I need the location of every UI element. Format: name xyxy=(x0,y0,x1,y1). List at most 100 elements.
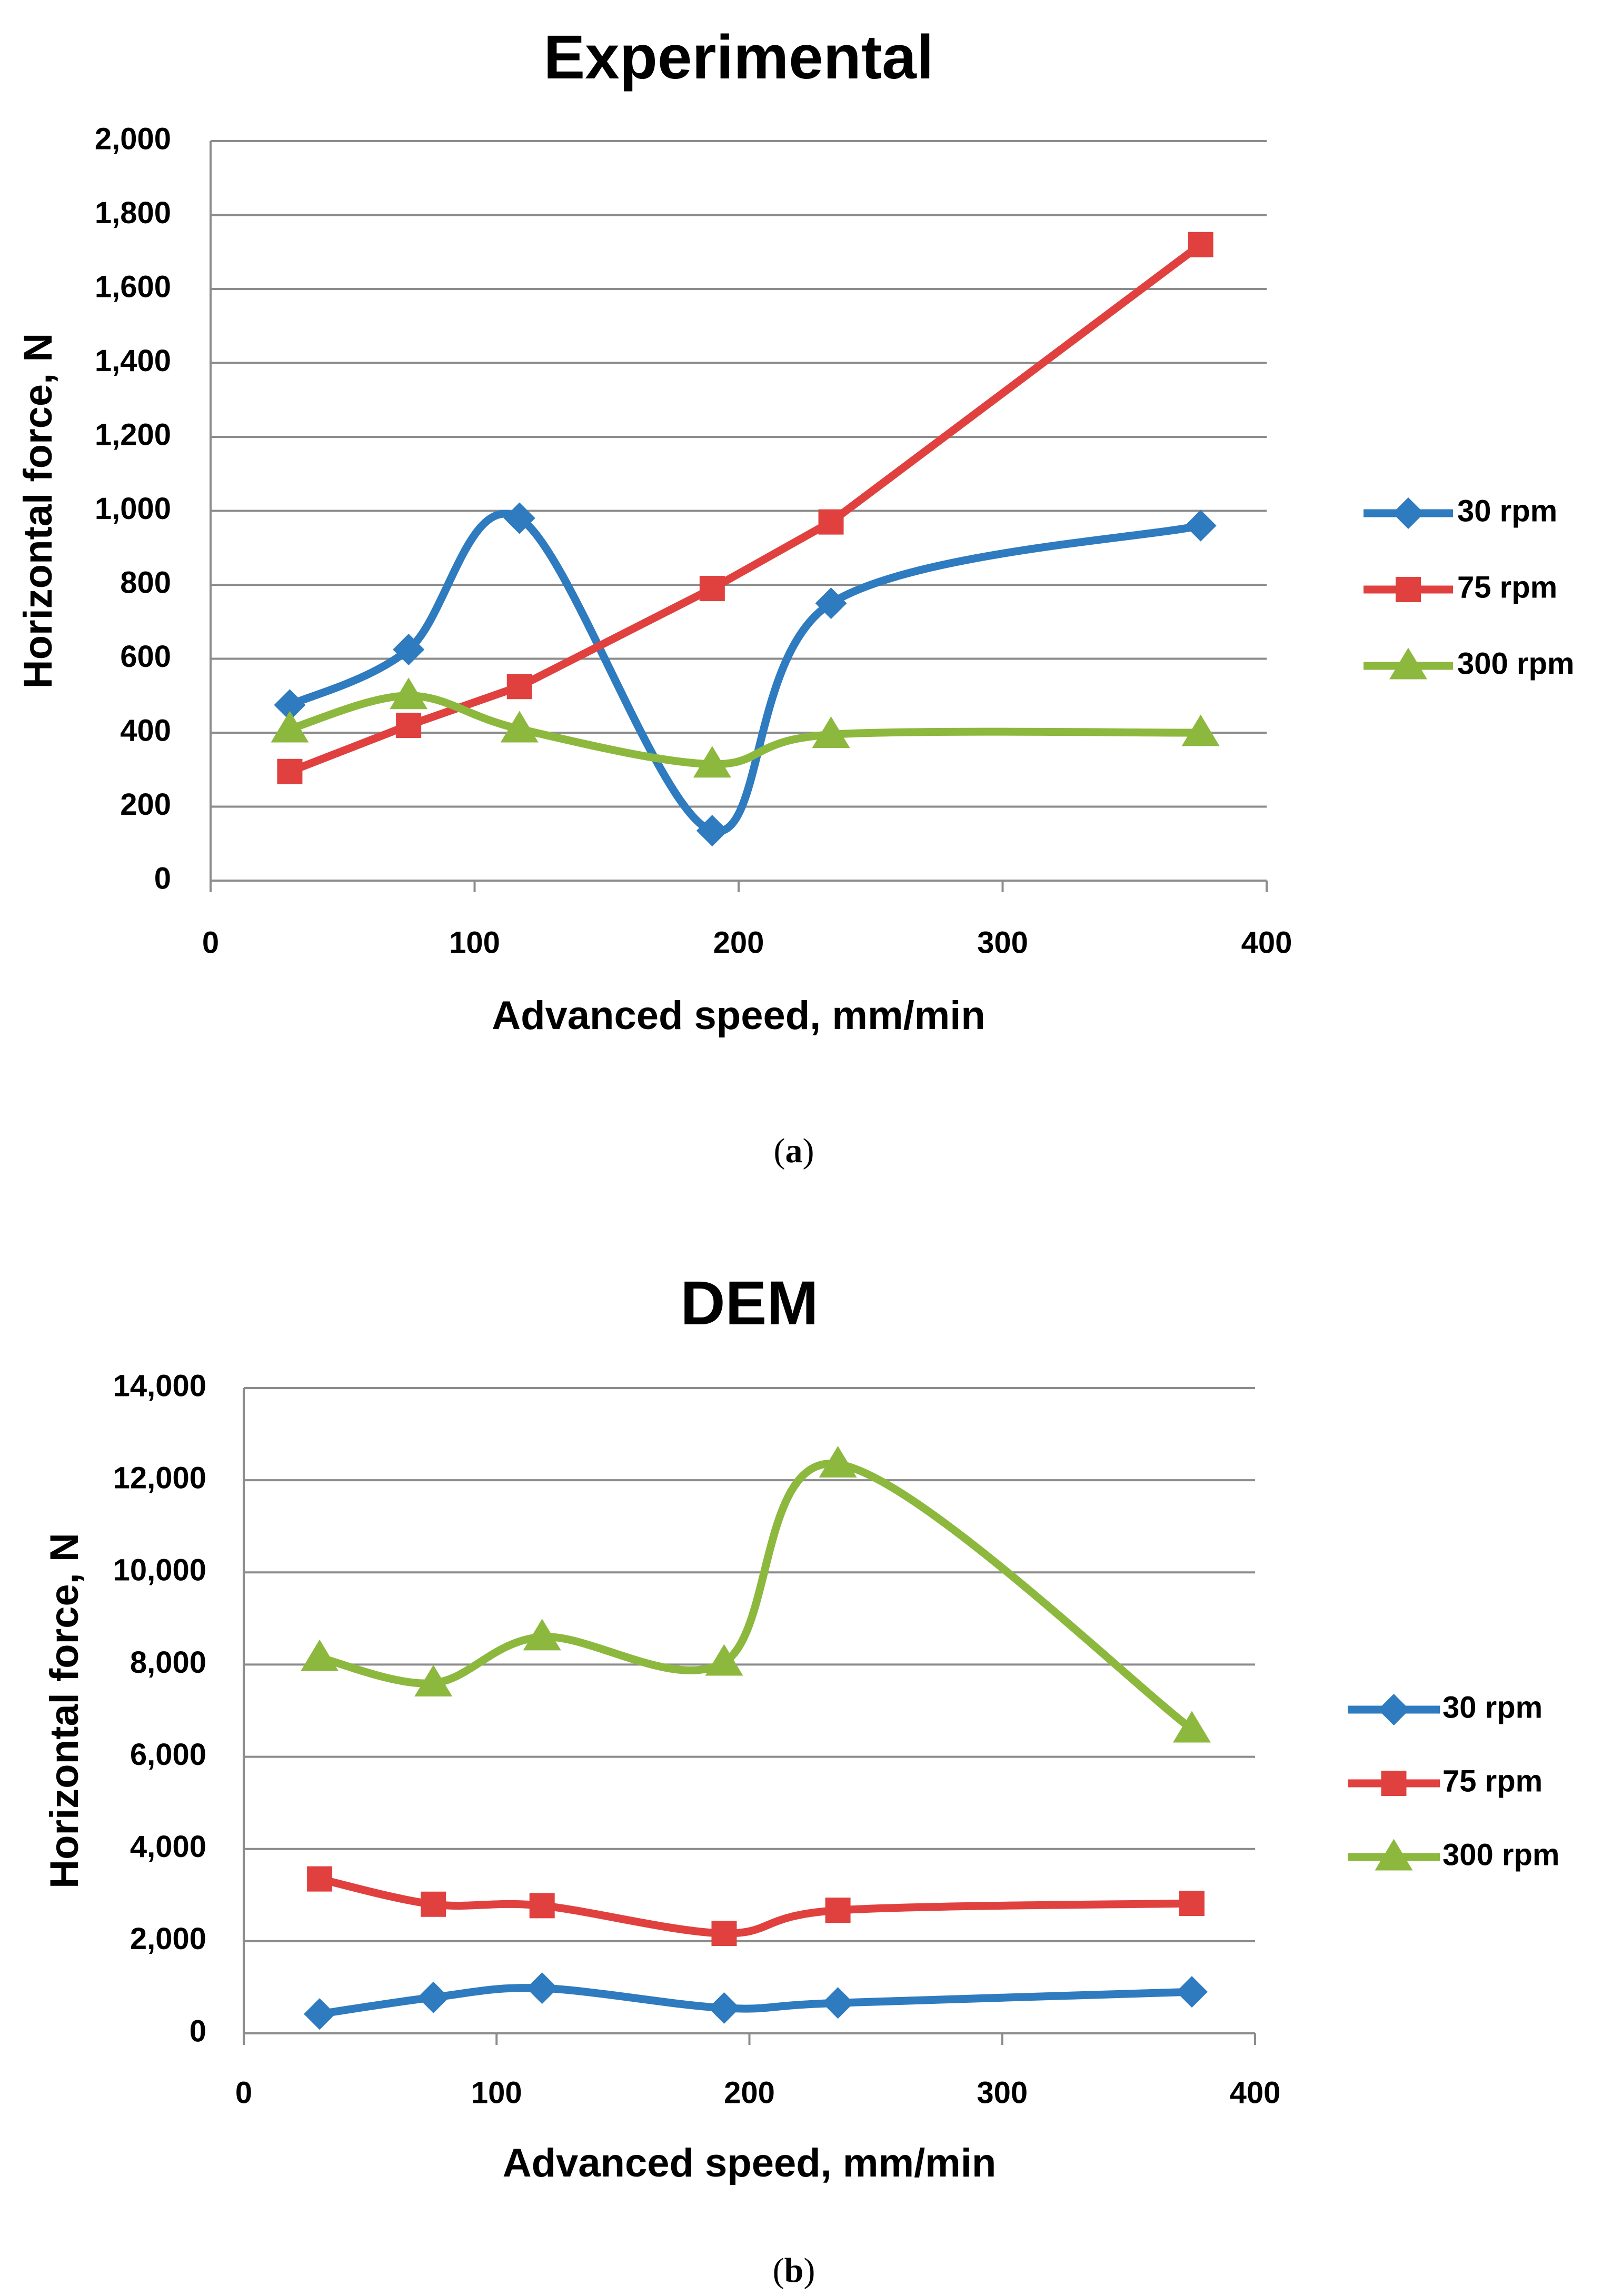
x-tick-label: 100 xyxy=(471,2075,522,2110)
caption-open: ( xyxy=(773,2251,784,2290)
y-tick-label: 14,000 xyxy=(113,1369,206,1403)
data-point-square xyxy=(711,1920,737,1946)
series-line xyxy=(285,692,1205,768)
caption-letter: a xyxy=(785,1132,803,1170)
series-line xyxy=(315,1875,1196,1938)
y-axis-label: Horizontal force, N xyxy=(42,1533,87,1889)
chart-experimental: Experimental 0 200 400 600 800 1,000 1,200 1,400… xyxy=(16,23,1574,1170)
x-axis-label: Advanced speed, mm/min xyxy=(492,993,986,1038)
series-line xyxy=(285,241,1205,776)
x-tick-label: 200 xyxy=(724,2075,775,2110)
series-300-rpm xyxy=(271,677,1220,778)
data-point-diamond xyxy=(526,1972,558,2004)
caption-letter: b xyxy=(784,2251,804,2290)
data-point-diamond xyxy=(696,815,728,847)
y-tick-label: 800 xyxy=(120,565,171,600)
data-point-diamond xyxy=(304,1998,336,2030)
y-tick-label: 1,800 xyxy=(95,196,171,230)
data-point-triangle xyxy=(523,1619,561,1651)
series-300-rpm xyxy=(301,1445,1211,1743)
chart-dem: DEM 0 2,000 4,000 6,000 8,000 10,000 12,000 14,0… xyxy=(42,1269,1559,2290)
legend-label: 300 rpm xyxy=(1457,646,1574,681)
series-line xyxy=(285,510,1205,836)
x-axis-label: Advanced speed, mm/min xyxy=(503,2141,997,2185)
data-point-diamond xyxy=(1176,1976,1208,2008)
x-tick-label: 200 xyxy=(713,925,764,960)
series-75-rpm xyxy=(277,232,1213,784)
x-tick-label: 400 xyxy=(1241,925,1292,960)
y-tick-label: 8,000 xyxy=(130,1645,206,1680)
y-tick-label: 1,200 xyxy=(95,417,171,452)
data-point-triangle xyxy=(414,1664,453,1696)
data-point-diamond xyxy=(1185,510,1217,542)
y-tick-label: 2,000 xyxy=(95,122,171,156)
y-tick-label: 1,400 xyxy=(95,344,171,378)
data-point-square xyxy=(307,1866,333,1892)
series-line xyxy=(315,1984,1196,2018)
series-line xyxy=(315,1460,1196,1733)
data-point-square xyxy=(1179,1891,1205,1916)
legend-label: 75 rpm xyxy=(1457,570,1557,604)
caption-close: ) xyxy=(803,1132,814,1170)
y-tick-label: 12,000 xyxy=(113,1461,206,1495)
legend-marker-diamond xyxy=(1392,497,1424,529)
data-point-triangle xyxy=(1172,1711,1211,1743)
caption-open: ( xyxy=(774,1132,785,1170)
data-point-square xyxy=(506,674,532,700)
series-30-rpm xyxy=(304,1972,1208,2030)
legend-label: 300 rpm xyxy=(1442,1838,1559,1872)
y-tick-label: 600 xyxy=(120,640,171,674)
x-tick-label: 300 xyxy=(977,925,1028,960)
data-point-square xyxy=(277,758,303,784)
data-point-triangle xyxy=(693,746,731,778)
legend-marker-triangle xyxy=(1389,647,1427,680)
data-point-triangle xyxy=(500,711,539,743)
legend-label: 30 rpm xyxy=(1457,494,1557,528)
data-point-triangle xyxy=(819,1445,857,1478)
legend-marker-triangle xyxy=(1375,1839,1413,1871)
data-point-diamond xyxy=(822,1987,854,2019)
data-point-diamond xyxy=(274,689,306,721)
data-point-square xyxy=(1188,232,1213,257)
chart-title: DEM xyxy=(680,1269,818,1338)
legend-marker-square xyxy=(1381,1771,1407,1796)
data-point-diamond xyxy=(503,502,535,534)
data-point-square xyxy=(421,1891,446,1917)
x-tick-label: 300 xyxy=(977,2075,1028,2110)
data-point-triangle xyxy=(390,677,428,710)
data-point-diamond xyxy=(393,633,425,665)
panel-caption: (a) xyxy=(774,1132,814,1170)
y-axis-label: Horizontal force, N xyxy=(16,333,61,689)
x-tick-label: 0 xyxy=(202,925,219,960)
data-point-square xyxy=(529,1893,555,1919)
y-tick-label: 4,000 xyxy=(130,1830,206,1864)
data-point-square xyxy=(396,712,422,738)
series-75-rpm xyxy=(307,1866,1205,1946)
y-tick-label: 400 xyxy=(120,713,171,747)
caption-close: ) xyxy=(803,2251,815,2290)
legend-marker-diamond xyxy=(1378,1694,1410,1725)
x-tick-label: 400 xyxy=(1230,2075,1281,2110)
data-point-diamond xyxy=(815,587,847,620)
data-point-triangle xyxy=(271,711,309,743)
data-point-triangle xyxy=(812,716,850,748)
legend-label: 75 rpm xyxy=(1442,1764,1543,1798)
data-point-square xyxy=(699,576,725,602)
panel-caption: (b) xyxy=(773,2251,815,2290)
y-tick-label: 10,000 xyxy=(113,1553,206,1588)
data-point-triangle xyxy=(1181,714,1220,746)
y-tick-label: 1,000 xyxy=(95,492,171,526)
series-30-rpm xyxy=(274,502,1217,847)
legend-label: 30 rpm xyxy=(1442,1690,1543,1724)
y-tick-label: 0 xyxy=(154,861,171,895)
data-point-diamond xyxy=(417,1981,450,2013)
y-tick-label: 200 xyxy=(120,787,171,822)
data-point-triangle xyxy=(301,1639,339,1671)
data-point-square xyxy=(818,509,844,535)
chart-title: Experimental xyxy=(543,23,933,92)
y-tick-label: 2,000 xyxy=(130,1922,206,1956)
x-tick-label: 100 xyxy=(449,925,500,960)
data-point-diamond xyxy=(708,1992,740,2024)
y-tick-label: 6,000 xyxy=(130,1738,206,1772)
